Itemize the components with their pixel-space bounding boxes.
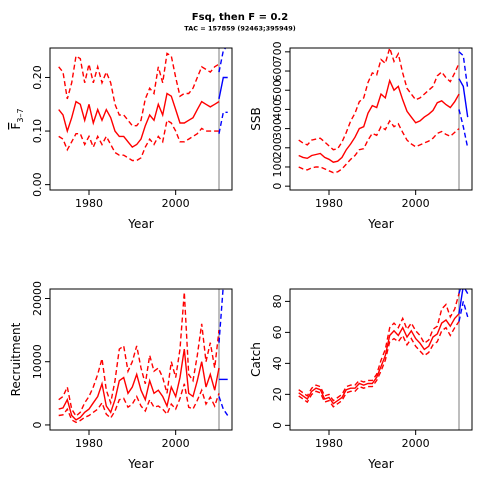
x-axis-label: Year <box>367 217 393 231</box>
figure-subtitle: TAC = 157859 (92463;395949) <box>184 25 295 33</box>
y-axis-label: Recruitment <box>9 322 23 396</box>
y-tick-label: 0.00 <box>31 172 44 197</box>
projection-lower-line <box>218 396 229 416</box>
y-tick-label: 80 <box>271 294 284 308</box>
y-axis-label: F3–7 <box>9 108 25 129</box>
projection-upper-line <box>218 48 227 73</box>
x-tick-label: 2000 <box>162 437 190 450</box>
y-tick-label: 20000 <box>31 281 44 316</box>
projection-median-line <box>218 76 228 100</box>
x-axis-label: Year <box>127 217 153 231</box>
x-tick-label: 2000 <box>402 197 430 210</box>
plot-area <box>58 48 228 162</box>
plot-frame <box>49 288 233 431</box>
x-tick-label: 1980 <box>315 437 343 450</box>
projection-upper-line <box>218 289 224 343</box>
projection-lower-line <box>458 109 469 148</box>
y-tick-label: 200 <box>271 137 284 158</box>
historic-median-line <box>58 92 220 149</box>
projection-lower-line <box>458 301 469 322</box>
historic-median-line <box>58 348 220 421</box>
x-axis-label: Year <box>127 457 153 471</box>
historic-upper-line <box>298 293 460 402</box>
plot-frame <box>289 47 473 191</box>
y-tick-label: 0 <box>271 183 284 190</box>
historic-lower-line <box>58 119 219 162</box>
historic-lower-line <box>298 321 460 408</box>
y-tick-label: 20 <box>271 387 284 401</box>
plot-frame <box>49 47 233 191</box>
projection-lower-line <box>218 111 228 134</box>
plot-area <box>298 289 469 408</box>
y-tick-label: 500 <box>271 80 284 101</box>
y-tick-label: 300 <box>271 118 284 139</box>
projection-median-line <box>458 78 469 118</box>
figure-title: Fsq, then F = 0.2 <box>192 12 288 23</box>
plot-area <box>58 289 229 424</box>
x-tick-label: 2000 <box>162 197 190 210</box>
y-tick-label: 40 <box>271 356 284 370</box>
historic-median-line <box>298 313 460 405</box>
y-tick-label: 0 <box>271 422 284 429</box>
y-tick-label: 10000 <box>31 344 44 379</box>
panel-1: 1980 2000 0.00 0.10 0.20 Year F3–7 <box>9 47 233 231</box>
historic-upper-line <box>58 292 220 418</box>
historic-upper-line <box>298 48 460 151</box>
y-tick-label: 0.10 <box>31 119 44 144</box>
historic-lower-line <box>298 119 460 174</box>
y-tick-label: 0.20 <box>31 65 44 90</box>
projection-upper-line <box>458 51 469 89</box>
plot-frame <box>289 288 473 431</box>
historic-median-line <box>298 78 460 163</box>
y-axis-label: SSB <box>249 107 263 130</box>
x-tick-label: 2000 <box>402 437 430 450</box>
y-tick-label: 100 <box>271 156 284 177</box>
y-tick-label: 60 <box>271 325 284 339</box>
y-tick-label: 400 <box>271 99 284 120</box>
x-tick-label: 1980 <box>315 197 343 210</box>
y-tick-label: 0 <box>31 421 44 428</box>
y-axis-label: Catch <box>249 342 263 377</box>
y-tick-label: 600 <box>271 61 284 82</box>
y-tick-label: 700 <box>271 41 284 62</box>
x-axis-label: Year <box>367 457 393 471</box>
plot-area <box>298 48 469 174</box>
x-tick-label: 1980 <box>75 437 103 450</box>
projection-median-line <box>458 289 469 314</box>
x-tick-label: 1980 <box>75 197 103 210</box>
panel-4: 1980 2000 0 20 40 60 80 Year Catch <box>249 288 473 471</box>
